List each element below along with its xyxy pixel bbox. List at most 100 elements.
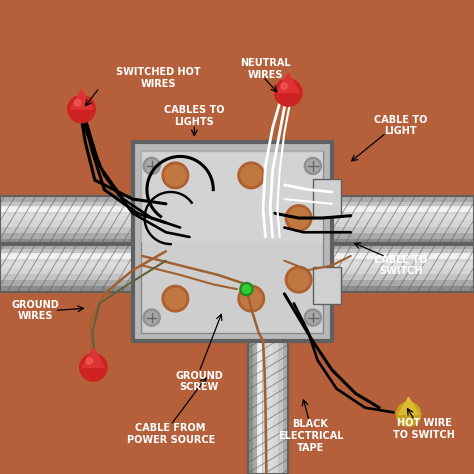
Bar: [0, 214, 140, 220]
Bar: [327, 255, 474, 262]
Bar: [327, 249, 474, 255]
Bar: [0, 243, 140, 292]
Circle shape: [165, 165, 186, 186]
Text: GROUND
SCREW: GROUND SCREW: [175, 371, 223, 392]
Bar: [253, 337, 258, 474]
Bar: [0, 286, 140, 292]
Polygon shape: [277, 73, 300, 92]
Circle shape: [162, 285, 189, 312]
Bar: [327, 208, 474, 214]
Text: CABLE TO
SWITCH: CABLE TO SWITCH: [374, 255, 427, 276]
Circle shape: [288, 269, 309, 290]
Bar: [0, 196, 140, 245]
Text: SWITCHED HOT
WIRES: SWITCHED HOT WIRES: [116, 67, 201, 89]
Circle shape: [240, 283, 253, 296]
Bar: [327, 233, 474, 239]
Circle shape: [241, 165, 262, 186]
Bar: [141, 151, 323, 242]
Bar: [313, 266, 341, 304]
Bar: [327, 227, 474, 233]
Polygon shape: [399, 397, 419, 414]
Circle shape: [80, 354, 107, 381]
Bar: [273, 337, 278, 474]
Bar: [0, 220, 140, 227]
Bar: [327, 220, 474, 227]
Circle shape: [304, 157, 321, 174]
Circle shape: [238, 285, 264, 312]
Bar: [263, 337, 268, 474]
Circle shape: [285, 205, 312, 231]
Bar: [0, 196, 140, 245]
Bar: [141, 151, 323, 333]
Bar: [248, 337, 253, 474]
Bar: [0, 249, 140, 255]
Bar: [327, 243, 474, 249]
Bar: [0, 262, 140, 268]
Bar: [0, 280, 140, 286]
Text: CABLE FROM
POWER SOURCE: CABLE FROM POWER SOURCE: [127, 423, 215, 445]
Bar: [0, 208, 140, 214]
Polygon shape: [82, 348, 105, 367]
Text: BLACK
ELECTRICAL
TAPE: BLACK ELECTRICAL TAPE: [278, 419, 343, 453]
Bar: [327, 214, 474, 220]
Bar: [0, 196, 140, 202]
Circle shape: [281, 83, 287, 89]
Circle shape: [238, 162, 264, 189]
Circle shape: [274, 79, 302, 106]
Bar: [327, 243, 474, 292]
Text: GROUND
WIRES: GROUND WIRES: [12, 300, 59, 321]
Bar: [0, 243, 140, 292]
Circle shape: [146, 311, 158, 324]
Bar: [0, 233, 140, 239]
Circle shape: [285, 266, 312, 293]
Bar: [0, 255, 140, 262]
Circle shape: [288, 208, 309, 228]
Circle shape: [242, 285, 251, 293]
Circle shape: [143, 157, 160, 174]
Text: HOT WIRE
TO SWITCH: HOT WIRE TO SWITCH: [393, 418, 455, 440]
Bar: [0, 206, 140, 212]
Bar: [257, 337, 262, 474]
Circle shape: [396, 402, 421, 427]
Bar: [248, 337, 288, 474]
Text: CABLES TO
LIGHTS: CABLES TO LIGHTS: [164, 105, 225, 127]
Bar: [327, 280, 474, 286]
Circle shape: [74, 100, 81, 106]
Bar: [313, 179, 341, 217]
Bar: [283, 337, 288, 474]
Bar: [0, 202, 140, 208]
Bar: [327, 286, 474, 292]
Circle shape: [143, 309, 160, 326]
Bar: [327, 196, 474, 202]
Bar: [133, 142, 332, 341]
Bar: [327, 253, 474, 259]
Text: NEUTRAL
WIRES: NEUTRAL WIRES: [240, 58, 291, 80]
Text: CABLE TO
LIGHT: CABLE TO LIGHT: [374, 115, 427, 137]
Circle shape: [86, 358, 92, 364]
Bar: [268, 337, 273, 474]
Circle shape: [307, 311, 319, 324]
Bar: [327, 274, 474, 280]
Circle shape: [68, 95, 95, 123]
Bar: [0, 253, 140, 259]
Bar: [327, 202, 474, 208]
Bar: [327, 239, 474, 245]
Circle shape: [241, 288, 262, 309]
Bar: [327, 196, 474, 245]
Bar: [0, 243, 140, 249]
Bar: [327, 243, 474, 292]
Polygon shape: [70, 90, 93, 109]
Circle shape: [304, 309, 321, 326]
Circle shape: [162, 162, 189, 189]
Bar: [278, 337, 283, 474]
Bar: [327, 196, 474, 245]
Bar: [258, 337, 263, 474]
Circle shape: [146, 160, 158, 172]
Bar: [0, 274, 140, 280]
Circle shape: [307, 160, 319, 172]
Bar: [248, 337, 288, 474]
Bar: [0, 227, 140, 233]
Bar: [0, 268, 140, 274]
Bar: [0, 239, 140, 245]
Bar: [327, 262, 474, 268]
